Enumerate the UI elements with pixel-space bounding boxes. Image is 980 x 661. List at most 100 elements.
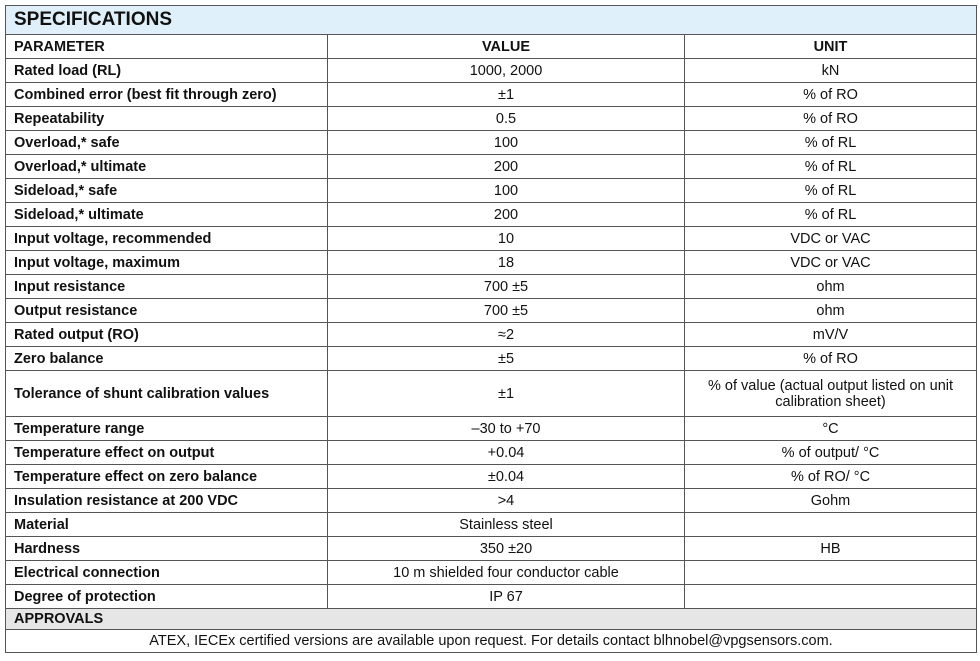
cell-unit bbox=[683, 512, 978, 537]
cell-unit: VDC or VAC bbox=[683, 226, 978, 251]
cell-parameter: Input resistance bbox=[5, 274, 328, 299]
header-row: PARAMETER VALUE UNIT bbox=[5, 34, 978, 59]
cell-unit: °C bbox=[683, 416, 978, 441]
cell-parameter: Insulation resistance at 200 VDC bbox=[5, 488, 328, 513]
cell-value: 10 m shielded four conductor cable bbox=[327, 560, 685, 585]
approvals-header-row: APPROVALS bbox=[4, 608, 978, 630]
table-row: Combined error (best fit through zero) ±1… bbox=[5, 82, 978, 107]
cell-value: 1000, 2000 bbox=[327, 58, 685, 83]
cell-value: +0.04 bbox=[327, 440, 685, 465]
cell-unit: % of RL bbox=[683, 178, 978, 203]
cell-value: 350 ±20 bbox=[327, 536, 685, 561]
table-row: Input voltage, recommended 10 VDC or VAC bbox=[5, 226, 978, 251]
cell-value: 200 bbox=[327, 154, 685, 179]
table-title: SPECIFICATIONS bbox=[4, 5, 978, 35]
approvals-text: ATEX, IECEx certified versions are avail… bbox=[4, 629, 978, 653]
cell-parameter: Repeatability bbox=[5, 106, 328, 131]
cell-parameter: Material bbox=[5, 512, 328, 537]
approvals-label: APPROVALS bbox=[4, 608, 978, 630]
table-row: Rated load (RL) 1000, 2000 kN bbox=[5, 58, 978, 83]
cell-value: 700 ±5 bbox=[327, 298, 685, 323]
table-row: Temperature effect on zero balance ±0.04%… bbox=[5, 464, 978, 489]
cell-value: ≈2 bbox=[327, 322, 685, 347]
cell-unit: ohm bbox=[683, 298, 978, 323]
cell-value: 200 bbox=[327, 202, 685, 227]
cell-unit: % of RO/ °C bbox=[683, 464, 978, 489]
table-row: Zero balance ±5% of RO bbox=[5, 346, 978, 371]
cell-value: 18 bbox=[327, 250, 685, 275]
cell-value: ±0.04 bbox=[327, 464, 685, 489]
cell-parameter: Sideload,* safe bbox=[5, 178, 328, 203]
cell-parameter: Temperature effect on output bbox=[5, 440, 328, 465]
cell-unit: kN bbox=[683, 58, 978, 83]
table-row: Sideload,* ultimate 200% of RL bbox=[5, 202, 978, 227]
table-row: Degree of protection IP 67 bbox=[5, 584, 978, 609]
cell-value: –30 to +70 bbox=[327, 416, 685, 441]
table-row: Temperature range –30 to +70 °C bbox=[5, 416, 978, 441]
table-row: Tolerance of shunt calibration values ±1%… bbox=[5, 370, 978, 417]
cell-unit bbox=[683, 584, 978, 609]
cell-parameter: Electrical connection bbox=[5, 560, 328, 585]
specifications-table: SPECIFICATIONS PARAMETER VALUE UNIT Rate… bbox=[4, 5, 978, 653]
table-row: Material Stainless steel bbox=[5, 512, 978, 537]
table-row: Repeatability 0.5% of RO bbox=[5, 106, 978, 131]
cell-unit: % of value (actual output listed on unit… bbox=[683, 370, 978, 417]
specifications-table-container: SPECIFICATIONS PARAMETER VALUE UNIT Rate… bbox=[4, 5, 978, 653]
cell-value: ±1 bbox=[327, 370, 685, 417]
table-row: Hardness 350 ±20 HB bbox=[5, 536, 978, 561]
cell-parameter: Zero balance bbox=[5, 346, 328, 371]
cell-unit: % of RL bbox=[683, 130, 978, 155]
cell-value: ±5 bbox=[327, 346, 685, 371]
table-row: Input resistance 700 ±5 ohm bbox=[5, 274, 978, 299]
cell-value: 100 bbox=[327, 178, 685, 203]
cell-value: Stainless steel bbox=[327, 512, 685, 537]
cell-value: 100 bbox=[327, 130, 685, 155]
table-row: Temperature effect on output +0.04% of ou… bbox=[5, 440, 978, 465]
cell-value: IP 67 bbox=[327, 584, 685, 609]
header-parameter: PARAMETER bbox=[5, 34, 328, 59]
cell-parameter: Input voltage, recommended bbox=[5, 226, 328, 251]
cell-parameter: Rated load (RL) bbox=[5, 58, 328, 83]
cell-value: 0.5 bbox=[327, 106, 685, 131]
title-row: SPECIFICATIONS bbox=[4, 5, 978, 35]
cell-unit: VDC or VAC bbox=[683, 250, 978, 275]
approvals-note-row: ATEX, IECEx certified versions are avail… bbox=[4, 629, 978, 653]
cell-unit: % of RO bbox=[683, 106, 978, 131]
cell-parameter: Hardness bbox=[5, 536, 328, 561]
cell-parameter: Input voltage, maximum bbox=[5, 250, 328, 275]
cell-unit: % of output/ °C bbox=[683, 440, 978, 465]
cell-value: 700 ±5 bbox=[327, 274, 685, 299]
cell-unit: % of RO bbox=[683, 346, 978, 371]
table-row: Output resistance 700 ±5 ohm bbox=[5, 298, 978, 323]
cell-unit: % of RL bbox=[683, 202, 978, 227]
cell-value: >4 bbox=[327, 488, 685, 513]
cell-value: ±1 bbox=[327, 82, 685, 107]
table-row: Overload,* ultimate 200% of RL bbox=[5, 154, 978, 179]
cell-parameter: Temperature effect on zero balance bbox=[5, 464, 328, 489]
cell-parameter: Overload,* safe bbox=[5, 130, 328, 155]
cell-parameter: Temperature range bbox=[5, 416, 328, 441]
header-value: VALUE bbox=[327, 34, 685, 59]
cell-unit: ohm bbox=[683, 274, 978, 299]
cell-parameter: Output resistance bbox=[5, 298, 328, 323]
cell-unit: mV/V bbox=[683, 322, 978, 347]
cell-parameter: Tolerance of shunt calibration values bbox=[5, 370, 328, 417]
cell-value: 10 bbox=[327, 226, 685, 251]
cell-parameter: Overload,* ultimate bbox=[5, 154, 328, 179]
cell-parameter: Sideload,* ultimate bbox=[5, 202, 328, 227]
cell-unit bbox=[683, 560, 978, 585]
table-row: Overload,* safe 100% of RL bbox=[5, 130, 978, 155]
header-unit: UNIT bbox=[683, 34, 978, 59]
table-row: Input voltage, maximum 18 VDC or VAC bbox=[5, 250, 978, 275]
cell-unit: HB bbox=[683, 536, 978, 561]
table-row: Rated output (RO) ≈2 mV/V bbox=[5, 322, 978, 347]
cell-parameter: Degree of protection bbox=[5, 584, 328, 609]
cell-parameter: Combined error (best fit through zero) bbox=[5, 82, 328, 107]
cell-unit: % of RO bbox=[683, 82, 978, 107]
cell-unit: % of RL bbox=[683, 154, 978, 179]
cell-unit: Gohm bbox=[683, 488, 978, 513]
table-row: Electrical connection 10 m shielded four … bbox=[5, 560, 978, 585]
cell-parameter: Rated output (RO) bbox=[5, 322, 328, 347]
table-row: Insulation resistance at 200 VDC >4 Gohm bbox=[5, 488, 978, 513]
table-row: Sideload,* safe 100% of RL bbox=[5, 178, 978, 203]
